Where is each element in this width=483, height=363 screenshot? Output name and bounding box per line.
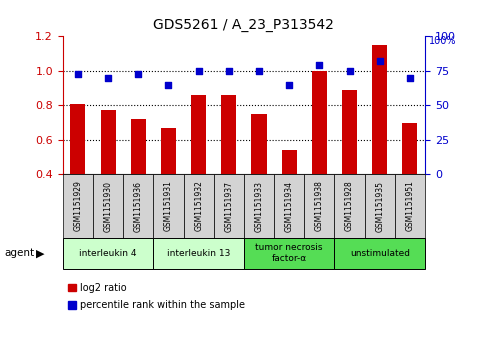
Text: GSM1151928: GSM1151928	[345, 181, 354, 231]
Point	[225, 68, 233, 74]
Text: GSM1151937: GSM1151937	[224, 180, 233, 232]
Point	[195, 68, 202, 74]
Bar	[312, 71, 327, 174]
Text: interleukin 13: interleukin 13	[167, 249, 230, 258]
Title: GDS5261 / A_23_P313542: GDS5261 / A_23_P313542	[154, 19, 334, 33]
Bar	[402, 122, 417, 174]
Point	[315, 62, 323, 68]
Point	[74, 71, 82, 77]
Text: percentile rank within the sample: percentile rank within the sample	[80, 300, 245, 310]
Text: GSM1151932: GSM1151932	[194, 180, 203, 232]
Point	[376, 58, 384, 64]
Point	[346, 68, 354, 74]
Bar	[100, 110, 115, 174]
Text: GSM1151951: GSM1151951	[405, 180, 414, 232]
Text: log2 ratio: log2 ratio	[80, 283, 127, 293]
Text: ▶: ▶	[36, 248, 45, 258]
Text: 100%: 100%	[429, 36, 456, 46]
Bar	[342, 90, 357, 174]
Text: agent: agent	[5, 248, 35, 258]
Bar	[372, 45, 387, 174]
Bar	[282, 150, 297, 174]
Point	[104, 75, 112, 81]
Bar	[71, 103, 85, 174]
Text: GSM1151938: GSM1151938	[315, 180, 324, 232]
Bar	[221, 95, 236, 174]
Text: unstimulated: unstimulated	[350, 249, 410, 258]
Bar	[161, 128, 176, 174]
Text: GSM1151934: GSM1151934	[284, 180, 294, 232]
Point	[285, 82, 293, 87]
Point	[255, 68, 263, 74]
Text: GSM1151929: GSM1151929	[73, 180, 83, 232]
Text: GSM1151930: GSM1151930	[103, 180, 113, 232]
Text: GSM1151936: GSM1151936	[134, 180, 143, 232]
Point	[134, 71, 142, 77]
Text: GSM1151935: GSM1151935	[375, 180, 384, 232]
Bar	[191, 95, 206, 174]
Text: interleukin 4: interleukin 4	[79, 249, 137, 258]
Text: GSM1151931: GSM1151931	[164, 180, 173, 232]
Bar	[252, 114, 267, 174]
Text: GSM1151933: GSM1151933	[255, 180, 264, 232]
Text: tumor necrosis
factor-α: tumor necrosis factor-α	[256, 244, 323, 263]
Point	[406, 75, 414, 81]
Point	[165, 82, 172, 87]
Bar	[131, 119, 146, 174]
